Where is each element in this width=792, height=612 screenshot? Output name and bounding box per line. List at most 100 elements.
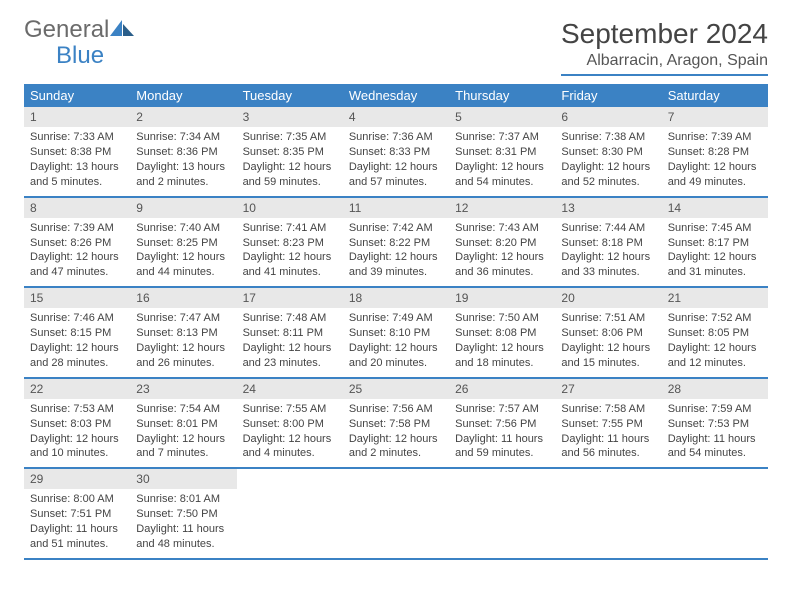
daylight-text: Daylight: 12 hours and 59 minutes. — [243, 160, 337, 190]
sunset-text: Sunset: 8:00 PM — [243, 417, 337, 432]
day-number: 15 — [24, 288, 130, 308]
sunrise-text: Sunrise: 7:36 AM — [349, 130, 443, 145]
day-number: 27 — [555, 379, 661, 399]
daylight-text: Daylight: 12 hours and 2 minutes. — [349, 432, 443, 462]
day-number: 3 — [237, 107, 343, 127]
sunrise-text: Sunrise: 7:38 AM — [561, 130, 655, 145]
sunset-text: Sunset: 8:05 PM — [668, 326, 762, 341]
sunset-text: Sunset: 8:11 PM — [243, 326, 337, 341]
sunset-text: Sunset: 8:20 PM — [455, 236, 549, 251]
day-body: Sunrise: 7:33 AMSunset: 8:38 PMDaylight:… — [24, 127, 130, 195]
calendar-day-cell: 17Sunrise: 7:48 AMSunset: 8:11 PMDayligh… — [237, 287, 343, 378]
sunset-text: Sunset: 8:15 PM — [30, 326, 124, 341]
sunrise-text: Sunrise: 8:00 AM — [30, 492, 124, 507]
daylight-text: Daylight: 12 hours and 49 minutes. — [668, 160, 762, 190]
daylight-text: Daylight: 12 hours and 23 minutes. — [243, 341, 337, 371]
sunset-text: Sunset: 7:53 PM — [668, 417, 762, 432]
day-body: Sunrise: 7:47 AMSunset: 8:13 PMDaylight:… — [130, 308, 236, 376]
day-number: 30 — [130, 469, 236, 489]
sunrise-text: Sunrise: 7:53 AM — [30, 402, 124, 417]
day-body: Sunrise: 7:35 AMSunset: 8:35 PMDaylight:… — [237, 127, 343, 195]
day-number: 10 — [237, 198, 343, 218]
sunset-text: Sunset: 8:33 PM — [349, 145, 443, 160]
daylight-text: Daylight: 12 hours and 4 minutes. — [243, 432, 337, 462]
sunrise-text: Sunrise: 7:46 AM — [30, 311, 124, 326]
day-number: 6 — [555, 107, 661, 127]
calendar-week-row: 29Sunrise: 8:00 AMSunset: 7:51 PMDayligh… — [24, 468, 768, 559]
sunset-text: Sunset: 8:10 PM — [349, 326, 443, 341]
day-number: 11 — [343, 198, 449, 218]
calendar-day-cell: 28Sunrise: 7:59 AMSunset: 7:53 PMDayligh… — [662, 378, 768, 469]
sunset-text: Sunset: 7:51 PM — [30, 507, 124, 522]
calendar-day-cell: 10Sunrise: 7:41 AMSunset: 8:23 PMDayligh… — [237, 197, 343, 288]
sunrise-text: Sunrise: 7:48 AM — [243, 311, 337, 326]
sunrise-text: Sunrise: 7:52 AM — [668, 311, 762, 326]
day-body: Sunrise: 7:48 AMSunset: 8:11 PMDaylight:… — [237, 308, 343, 376]
daylight-text: Daylight: 12 hours and 39 minutes. — [349, 250, 443, 280]
day-number: 13 — [555, 198, 661, 218]
calendar-day-cell: 19Sunrise: 7:50 AMSunset: 8:08 PMDayligh… — [449, 287, 555, 378]
day-number: 18 — [343, 288, 449, 308]
calendar-day-cell: 3Sunrise: 7:35 AMSunset: 8:35 PMDaylight… — [237, 107, 343, 197]
weekday-header: Saturday — [662, 84, 768, 107]
weekday-header: Monday — [130, 84, 236, 107]
calendar-day-cell: 25Sunrise: 7:56 AMSunset: 7:58 PMDayligh… — [343, 378, 449, 469]
weekday-header: Friday — [555, 84, 661, 107]
day-body: Sunrise: 7:44 AMSunset: 8:18 PMDaylight:… — [555, 218, 661, 286]
weekday-header: Tuesday — [237, 84, 343, 107]
sunrise-text: Sunrise: 7:45 AM — [668, 221, 762, 236]
calendar-week-row: 15 Sunrise: 7:46 AMSunset: 8:15 PM Dayligh… — [24, 287, 768, 378]
sunset-text: Sunset: 7:50 PM — [136, 507, 230, 522]
day-body: Sunrise: 7:38 AMSunset: 8:30 PMDaylight:… — [555, 127, 661, 195]
daylight-text: Daylight: 12 hours and 57 minutes. — [349, 160, 443, 190]
day-body: Sunrise: 7:54 AMSunset: 8:01 PMDaylight:… — [130, 399, 236, 467]
sunset-text: Sunset: 7:55 PM — [561, 417, 655, 432]
calendar-day-cell: 22 Sunrise: 7:53 AMSunset: 8:03 PMDayligh… — [24, 378, 130, 469]
day-body: Sunrise: 8:01 AMSunset: 7:50 PMDaylight:… — [130, 489, 236, 557]
day-body: Sunrise: 7:56 AMSunset: 7:58 PMDaylight:… — [343, 399, 449, 467]
calendar-day-cell: 24Sunrise: 7:55 AMSunset: 8:00 PMDayligh… — [237, 378, 343, 469]
sunrise-text: Sunrise: 7:35 AM — [243, 130, 337, 145]
sunrise-text: Sunrise: 7:59 AM — [668, 402, 762, 417]
sunset-text: Sunset: 8:35 PM — [243, 145, 337, 160]
sunset-text: Sunset: 8:23 PM — [243, 236, 337, 251]
daylight-text: Daylight: 12 hours and 10 minutes. — [30, 432, 124, 462]
sunset-text: Sunset: 8:03 PM — [30, 417, 124, 432]
calendar-day-cell: 14 Sunrise: 7:45 AMSunset: 8:17 PMDayligh… — [662, 197, 768, 288]
day-body: Sunrise: 7:57 AMSunset: 7:56 PMDaylight:… — [449, 399, 555, 467]
sunrise-text: Sunrise: 7:50 AM — [455, 311, 549, 326]
day-number: 16 — [130, 288, 236, 308]
sunrise-text: Sunrise: 7:47 AM — [136, 311, 230, 326]
sunset-text: Sunset: 8:25 PM — [136, 236, 230, 251]
day-body: Sunrise: 7:40 AMSunset: 8:25 PMDaylight:… — [130, 218, 236, 286]
sunset-text: Sunset: 8:28 PM — [668, 145, 762, 160]
sunset-text: Sunset: 8:17 PM — [668, 236, 762, 251]
page-title: September 2024 — [561, 18, 768, 50]
calendar-day-cell: 2Sunrise: 7:34 AMSunset: 8:36 PMDaylight… — [130, 107, 236, 197]
day-number: 22 — [24, 379, 130, 399]
sunrise-text: Sunrise: 7:33 AM — [30, 130, 124, 145]
day-body: Sunrise: 7:58 AMSunset: 7:55 PMDaylight:… — [555, 399, 661, 467]
calendar-day-cell: 7Sunrise: 7:39 AMSunset: 8:28 PMDaylight… — [662, 107, 768, 197]
brand-word2: Blue — [56, 42, 104, 69]
day-number: 23 — [130, 379, 236, 399]
day-body: Sunrise: 7:59 AMSunset: 7:53 PMDaylight:… — [662, 399, 768, 467]
day-body: Sunrise: 7:50 AMSunset: 8:08 PMDaylight:… — [449, 308, 555, 376]
title-block: September 2024 Albarracin, Aragon, Spain — [561, 18, 768, 76]
calendar-week-row: 22Sunrise: 7:53 AMSunset: 8:03 PMDayligh… — [24, 378, 768, 469]
calendar-day-cell: 29Sunrise: 8:00 AMSunset: 7:51 PMDayligh… — [24, 468, 130, 559]
calendar-day-cell: 15Sunrise: 7:46 AMSunset: 8:15 PMDayligh… — [24, 287, 130, 378]
day-number: 24 — [237, 379, 343, 399]
day-number: 4 — [343, 107, 449, 127]
day-number: 21 — [662, 288, 768, 308]
day-body: Sunrise: 8:00 AMSunset: 7:51 PMDaylight:… — [24, 489, 130, 557]
sunrise-text: Sunrise: 7:42 AM — [349, 221, 443, 236]
day-number: 14 — [662, 198, 768, 218]
day-body: Sunrise: 7:52 AMSunset: 8:05 PMDaylight:… — [662, 308, 768, 376]
day-number: 29 — [24, 469, 130, 489]
day-number: 26 — [449, 379, 555, 399]
calendar-day-cell — [343, 468, 449, 559]
daylight-text: Daylight: 12 hours and 31 minutes. — [668, 250, 762, 280]
header: General Blue September 2024 Albarracin, … — [24, 18, 768, 76]
day-number: 1 — [24, 107, 130, 127]
